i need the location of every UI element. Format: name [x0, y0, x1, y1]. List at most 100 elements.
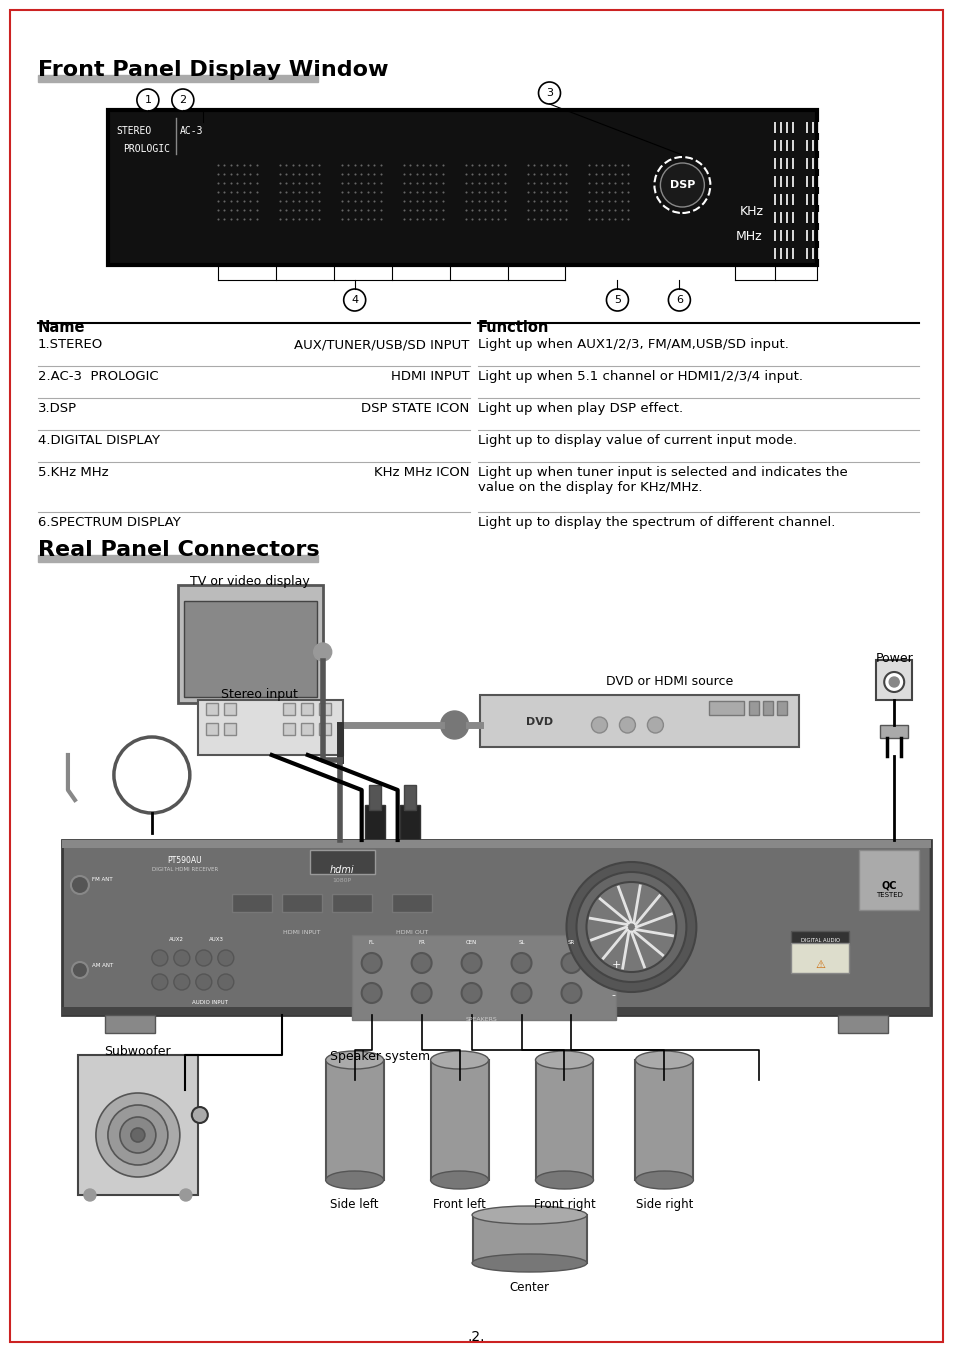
Circle shape — [71, 876, 89, 894]
Bar — [62, 840, 930, 1015]
Bar — [108, 110, 817, 265]
Text: Light up to display the spectrum of different channel.: Light up to display the spectrum of diff… — [477, 516, 834, 529]
Circle shape — [461, 953, 481, 973]
Bar — [790, 942, 848, 973]
Bar — [880, 725, 907, 738]
Circle shape — [152, 950, 168, 965]
Text: DSP STATE ICON: DSP STATE ICON — [361, 402, 469, 415]
Bar — [325, 1060, 383, 1180]
Text: FM ANT: FM ANT — [91, 877, 112, 882]
Circle shape — [192, 1107, 208, 1124]
Bar — [318, 703, 331, 715]
Bar — [535, 1060, 593, 1180]
Ellipse shape — [472, 1255, 586, 1272]
Circle shape — [561, 953, 581, 973]
Text: SPEAKERS: SPEAKERS — [465, 1017, 497, 1022]
Text: STEREO: STEREO — [115, 126, 151, 137]
Ellipse shape — [635, 1051, 693, 1069]
Circle shape — [195, 973, 212, 990]
Circle shape — [586, 882, 676, 972]
Bar — [78, 1055, 197, 1195]
Circle shape — [511, 953, 531, 973]
Text: 2: 2 — [179, 95, 186, 105]
Ellipse shape — [325, 1171, 383, 1188]
Circle shape — [343, 289, 365, 311]
Circle shape — [659, 164, 703, 207]
Text: Real Panel Connectors: Real Panel Connectors — [38, 539, 319, 560]
Bar — [206, 703, 217, 715]
Ellipse shape — [325, 1051, 383, 1069]
Bar — [472, 1215, 587, 1263]
Circle shape — [647, 717, 662, 733]
Bar — [392, 894, 431, 913]
Ellipse shape — [635, 1171, 693, 1188]
Circle shape — [314, 644, 332, 661]
Text: AC-3: AC-3 — [180, 126, 203, 137]
Bar — [300, 723, 313, 735]
Text: MHz: MHz — [735, 230, 761, 243]
Text: DIGITAL AUDIO: DIGITAL AUDIO — [800, 938, 839, 942]
Text: KHz MHz ICON: KHz MHz ICON — [374, 466, 469, 479]
Bar — [235, 703, 263, 713]
Text: Front Panel Display Window: Front Panel Display Window — [38, 59, 388, 80]
Bar — [62, 1007, 930, 1015]
Bar — [875, 660, 911, 700]
Circle shape — [461, 983, 481, 1003]
Circle shape — [96, 1092, 180, 1178]
Circle shape — [180, 1188, 192, 1201]
Text: Light up when AUX1/2/3, FM/AM,USB/SD input.: Light up when AUX1/2/3, FM/AM,USB/SD inp… — [477, 338, 787, 352]
Circle shape — [173, 973, 190, 990]
Text: .2.: .2. — [467, 1330, 485, 1344]
Bar — [318, 723, 331, 735]
Circle shape — [511, 983, 531, 1003]
Bar — [430, 1060, 488, 1180]
Bar — [300, 703, 313, 715]
Bar — [105, 1015, 154, 1033]
Text: Stereo input: Stereo input — [221, 688, 298, 700]
Text: DSP: DSP — [669, 180, 695, 191]
Bar — [64, 842, 928, 1013]
Circle shape — [120, 1117, 155, 1153]
Circle shape — [566, 863, 696, 992]
Circle shape — [71, 963, 88, 977]
Text: Name: Name — [38, 320, 86, 335]
Bar — [790, 932, 848, 945]
Text: TESTED: TESTED — [875, 892, 902, 898]
Ellipse shape — [430, 1171, 488, 1188]
Circle shape — [131, 1128, 145, 1142]
Text: PT590AU: PT590AU — [167, 856, 201, 865]
Bar — [232, 894, 272, 913]
Circle shape — [883, 672, 903, 692]
Text: +: + — [611, 960, 620, 969]
Text: DVD or HDMI source: DVD or HDMI source — [605, 675, 732, 688]
Text: Center: Center — [509, 1280, 549, 1294]
Text: SR: SR — [567, 940, 575, 945]
Text: -: - — [611, 990, 615, 1000]
Bar — [224, 723, 235, 735]
Text: FR: FR — [417, 940, 425, 945]
Circle shape — [172, 89, 193, 111]
Bar — [206, 723, 217, 735]
Bar — [368, 786, 380, 810]
Text: DIGITAL HDMI RECEIVER: DIGITAL HDMI RECEIVER — [152, 867, 218, 872]
Bar — [635, 1060, 693, 1180]
Bar — [282, 703, 294, 715]
Text: Light up to display value of current input mode.: Light up to display value of current inp… — [477, 434, 796, 448]
Text: 1080P: 1080P — [332, 877, 351, 883]
Circle shape — [411, 983, 431, 1003]
Bar — [748, 700, 759, 715]
Bar — [224, 703, 235, 715]
Circle shape — [606, 289, 628, 311]
Text: 3.DSP: 3.DSP — [38, 402, 77, 415]
Text: Light up when tuner input is selected and indicates the
value on the display for: Light up when tuner input is selected an… — [477, 466, 846, 493]
Text: SL: SL — [517, 940, 524, 945]
Text: 4: 4 — [351, 295, 358, 306]
Ellipse shape — [535, 1171, 593, 1188]
Text: Subwoofer: Subwoofer — [105, 1045, 171, 1059]
Text: 6: 6 — [675, 295, 682, 306]
Text: Side left: Side left — [330, 1198, 378, 1211]
Bar — [197, 700, 342, 754]
Text: 1: 1 — [144, 95, 152, 105]
Bar — [62, 840, 930, 848]
Bar — [762, 700, 773, 715]
